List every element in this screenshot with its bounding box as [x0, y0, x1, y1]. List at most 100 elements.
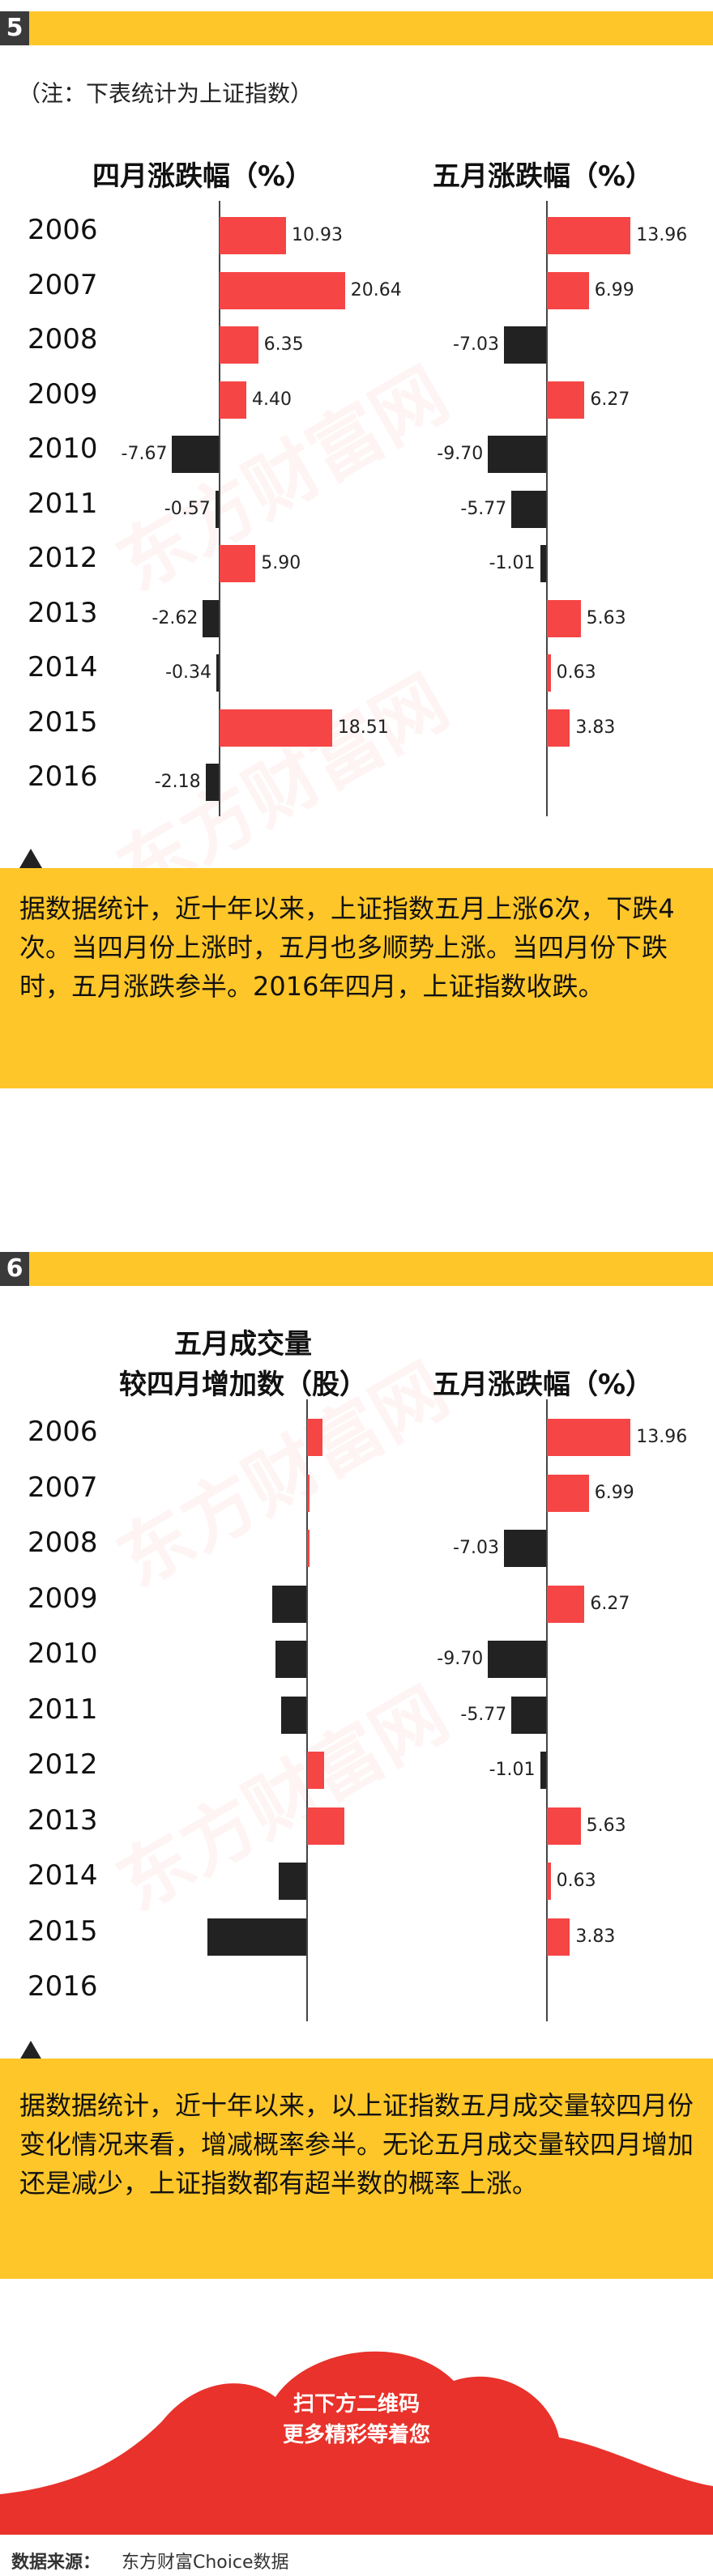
may-change-2-bar — [547, 1585, 585, 1623]
april-change-value-label: 5.90 — [261, 553, 301, 573]
may-change-value-label: 6.27 — [590, 389, 630, 410]
section-6-summary: 据数据统计，近十年以来，以上证指数五月成交量较四月份变化情况来看，增减概率参半。… — [19, 2090, 694, 2199]
may-change-bar — [488, 436, 546, 473]
volume-change-bar — [307, 1807, 345, 1845]
year-label: 2010 — [28, 1637, 98, 1670]
year-label: 2011 — [28, 487, 98, 520]
year-label: 2015 — [28, 1914, 98, 1948]
may-change-bar — [503, 326, 546, 364]
may-change-bar — [547, 599, 581, 637]
footer-cta-line2: 更多精彩等着您 — [282, 2423, 430, 2447]
volume-change-bar — [307, 1530, 310, 1567]
footer-source-value: 东方财富Choice数据 — [122, 2553, 289, 2573]
april-change-axis — [219, 201, 220, 816]
may-change-2-value-label: 0.63 — [556, 1871, 596, 1891]
may-change-2-value-label: 3.83 — [575, 1926, 616, 1947]
year-label: 2011 — [28, 1692, 98, 1726]
volume-chart-title-line2: 较四月增加数（股） — [119, 1369, 367, 1401]
may-chart-title-2: 五月涨跌幅（%） — [432, 1369, 654, 1401]
year-label: 2008 — [28, 1526, 98, 1559]
may-change-2-bar — [547, 1419, 631, 1456]
may-change-bar — [547, 654, 551, 692]
may-change-2-value-label: 13.96 — [636, 1427, 688, 1447]
may-change-bar — [540, 545, 546, 582]
section-6-header-bar — [29, 1252, 713, 1286]
triangle-icon — [19, 2041, 42, 2060]
year-label: 2010 — [28, 432, 98, 465]
april-change-bar — [172, 436, 219, 473]
may-change-2-bar — [547, 1918, 570, 1956]
april-change-bar — [220, 709, 332, 747]
may-change-2-bar — [547, 1863, 551, 1900]
year-label: 2014 — [28, 1859, 98, 1892]
april-change-value-label: -2.62 — [152, 607, 199, 628]
volume-change-bar — [272, 1585, 306, 1623]
may-change-value-label: -9.70 — [437, 444, 484, 464]
volume-chart-title-line1: 五月成交量 — [174, 1328, 312, 1360]
may-change-bar — [547, 217, 631, 254]
year-label: 2008 — [28, 323, 98, 356]
april-change-bar — [220, 545, 256, 582]
may-chart-title: 五月涨跌幅（%） — [432, 160, 654, 193]
volume-change-bar — [279, 1863, 306, 1900]
may-change-value-label: -5.77 — [460, 498, 507, 519]
may-change-2-value-label: 6.27 — [590, 1593, 630, 1614]
may-change-bar — [547, 271, 589, 309]
april-change-bar — [215, 490, 219, 528]
year-label: 2007 — [28, 268, 98, 301]
footer-cta-line1: 扫下方二维码 — [292, 2392, 420, 2416]
volume-change-bar — [275, 1641, 306, 1678]
year-label: 2014 — [28, 651, 98, 683]
volume-change-axis — [306, 1399, 308, 2021]
april-change-value-label: 10.93 — [291, 225, 343, 245]
volume-change-bar — [207, 1918, 306, 1956]
year-label: 2013 — [28, 596, 98, 629]
year-label: 2009 — [28, 377, 98, 411]
may-change-bar — [511, 490, 546, 528]
may-change-2-bar — [503, 1530, 546, 1567]
may-change-value-label: -7.03 — [453, 334, 499, 355]
april-chart-title: 四月涨跌幅（%） — [92, 160, 314, 193]
may-change-2-bar — [547, 1807, 581, 1845]
april-change-bar — [220, 217, 286, 254]
april-change-value-label: -0.34 — [165, 662, 211, 683]
footer-cloud-shape — [0, 2351, 713, 2535]
section-5-header-bar — [29, 11, 713, 45]
year-label: 2015 — [28, 705, 98, 739]
may-change-2-value-label: -5.77 — [460, 1704, 507, 1725]
section-5-number: 5 — [0, 11, 29, 45]
april-change-value-label: -0.57 — [164, 498, 211, 519]
april-change-bar — [220, 326, 258, 364]
volume-change-bar — [307, 1419, 322, 1456]
april-change-bar — [220, 381, 246, 419]
may-change-value-label: -1.01 — [489, 553, 536, 573]
may-change-bar — [547, 709, 570, 747]
year-label: 2007 — [28, 1471, 98, 1504]
april-change-bar — [220, 271, 345, 309]
may-change-2-bar — [511, 1696, 546, 1734]
volume-change-bar — [307, 1752, 324, 1789]
volume-change-bar — [280, 1696, 306, 1734]
may-change-value-label: 5.63 — [586, 607, 626, 628]
section-5-summary: 据数据统计，近十年以来，上证指数五月上涨6次，下跌4次。当四月份上涨时，五月也多… — [19, 893, 675, 1002]
may-change-2-value-label: -1.01 — [489, 1760, 536, 1780]
may-change-value-label: 0.63 — [556, 662, 596, 683]
section-6-summary-panel: 据数据统计，近十年以来，以上证指数五月成交量较四月份变化情况来看，增减概率参半。… — [0, 2059, 713, 2279]
may-change-bar — [547, 381, 585, 419]
year-label: 2006 — [28, 1416, 98, 1448]
year-label: 2012 — [28, 1748, 98, 1781]
april-change-value-label: -2.18 — [154, 772, 201, 792]
may-change-value-label: 13.96 — [636, 225, 688, 245]
may-change-2-bar — [488, 1641, 546, 1678]
year-label: 2016 — [28, 1970, 98, 2003]
april-change-value-label: -7.67 — [121, 444, 168, 464]
may-change-2-bar — [547, 1474, 589, 1512]
section-5-note: （注：下表统计为上证指数） — [18, 80, 314, 107]
april-change-value-label: 18.51 — [337, 717, 389, 738]
year-label: 2006 — [28, 214, 98, 246]
may-change-2-value-label: 5.63 — [586, 1815, 626, 1836]
april-change-value-label: 6.35 — [263, 334, 304, 355]
may-change-2-value-label: -7.03 — [453, 1538, 499, 1558]
may-change-axis — [546, 201, 548, 816]
year-label: 2012 — [28, 542, 98, 574]
